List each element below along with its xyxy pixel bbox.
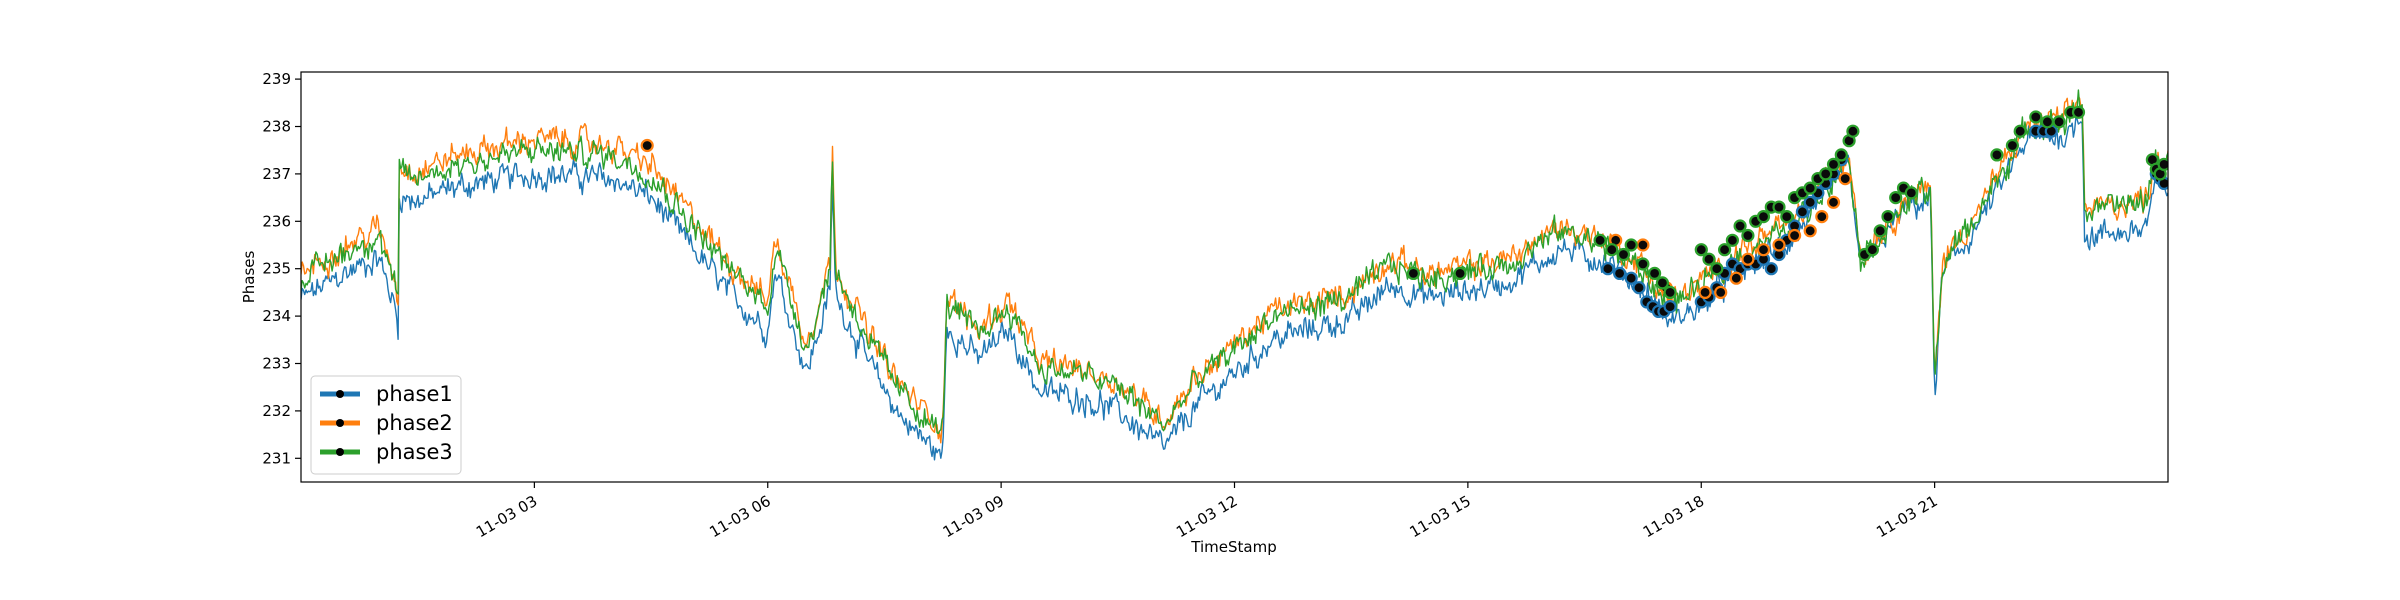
marker-point-phase3 xyxy=(1834,148,1848,162)
x-tick-label: 11-03 15 xyxy=(1406,492,1473,541)
marker-point-phase3 xyxy=(1593,233,1607,247)
marker-point-phase3 xyxy=(1636,257,1650,271)
series-line-phase2 xyxy=(301,95,2168,444)
marker-point-phase3 xyxy=(1772,200,1786,214)
marker-point-phase3 xyxy=(1406,266,1421,280)
y-tick-label: 238 xyxy=(262,118,291,136)
marker-point-phase2 xyxy=(1729,271,1743,285)
legend-label-phase1: phase1 xyxy=(376,382,453,406)
y-tick-label: 235 xyxy=(262,260,291,278)
x-tick-label: 11-03 21 xyxy=(1873,492,1940,541)
x-tick-label: 11-03 03 xyxy=(473,492,540,541)
x-tick-label: 11-03 06 xyxy=(706,492,773,541)
marker-point-phase3 xyxy=(1605,243,1619,257)
y-tick-label: 239 xyxy=(262,70,291,88)
marker-point-phase2 xyxy=(1756,243,1771,257)
legend-label-phase3: phase3 xyxy=(376,440,453,464)
marker-point-phase3 xyxy=(1881,210,1895,224)
y-tick-label: 236 xyxy=(262,212,291,230)
marker-point-phase2 xyxy=(1772,238,1786,252)
x-tick-label: 11-03 12 xyxy=(1173,492,1240,541)
marker-point-phase3 xyxy=(1616,247,1631,262)
marker-point-phase1 xyxy=(1803,195,1817,209)
legend-entry-phase1: phase1 xyxy=(320,382,453,406)
x-tick-label: 11-03 09 xyxy=(940,492,1007,541)
marker-point-phase2 xyxy=(1815,210,1829,224)
marker-point-phase3 xyxy=(1694,243,1708,257)
marker-point-phase1 xyxy=(1632,281,1646,295)
marker-point-phase3 xyxy=(1655,276,1670,290)
marker-point-phase3 xyxy=(1889,191,1903,205)
marker-point-phase2 xyxy=(1826,195,1841,209)
marker-point-phase3 xyxy=(1453,266,1467,280)
marker-point-phase3 xyxy=(1733,219,1747,233)
x-axis: 11-03 03 11-03 06 11-03 09 11-03 12 11-03 15… xyxy=(473,482,1941,541)
marker-point-phase3 xyxy=(1756,210,1771,224)
marker-point-phase3 xyxy=(1717,243,1732,257)
x-axis-label: TimeStamp xyxy=(1190,538,1276,556)
marker-point-phase3 xyxy=(2040,115,2055,129)
marker-point-phase3 xyxy=(1725,233,1740,247)
marker-point-phase3 xyxy=(2013,124,2027,138)
y-axis-label: Phases xyxy=(240,251,258,304)
marker-point-phase2 xyxy=(1838,172,1852,186)
marker-point-phase3 xyxy=(1846,124,1860,138)
marker-point-phase1 xyxy=(1601,262,1615,276)
marker-point-phase3 xyxy=(1990,148,2004,162)
legend-marker-phase3 xyxy=(336,448,344,456)
marker-point-phase1 xyxy=(1764,262,1778,276)
marker-point-phase3 xyxy=(2052,115,2066,129)
marker-point-phase3 xyxy=(1819,167,1833,181)
legend-marker-phase1 xyxy=(336,390,344,398)
marker-point-phase1 xyxy=(1795,205,1810,219)
y-tick-label: 237 xyxy=(262,165,291,183)
marker-point-phase2 xyxy=(1787,228,1802,243)
series-layer xyxy=(301,89,2168,461)
y-tick-label: 234 xyxy=(262,307,291,325)
series-line-phase3 xyxy=(301,89,2168,435)
y-tick-label: 233 xyxy=(262,355,291,373)
legend: phase1 phase2 phase3 xyxy=(310,375,462,475)
marker-point-phase2 xyxy=(1714,285,1728,299)
y-axis: 231 232 233 234 235 236 237 238 239 xyxy=(262,70,301,467)
marker-point-phase3 xyxy=(1780,210,1794,224)
marker-point-phase3 xyxy=(1904,186,1918,200)
marker-point-phase3 xyxy=(2029,110,2043,124)
marker-point-phase3 xyxy=(1663,285,1677,299)
series-line-phase1 xyxy=(301,116,2168,461)
marker-point-phase1 xyxy=(1624,271,1638,285)
marker-point-phase1 xyxy=(1612,266,1627,280)
marker-point-phase1 xyxy=(1663,300,1677,314)
marker-point-phase2 xyxy=(1803,224,1817,238)
marker-point-phase3 xyxy=(2157,157,2168,171)
marker-point-phase3 xyxy=(1702,252,1716,266)
marker-point-phase3 xyxy=(1741,228,1755,243)
marker-point-phase3 xyxy=(1873,224,1887,238)
legend-marker-phase2 xyxy=(336,419,344,427)
marker-point-phase2 xyxy=(1698,285,1712,299)
marker-point-phase3 xyxy=(1826,157,1841,171)
marker-point-phase3 xyxy=(2005,138,2020,153)
y-tick-label: 232 xyxy=(262,402,291,420)
marker-point-phase3 xyxy=(1710,262,1724,276)
legend-label-phase2: phase2 xyxy=(376,411,453,435)
legend-entry-phase3: phase3 xyxy=(320,440,453,464)
legend-entry-phase2: phase2 xyxy=(320,411,453,435)
marker-point-phase2 xyxy=(1741,252,1755,266)
marker-point-phase3 xyxy=(1803,181,1817,195)
marker-point-phase2 xyxy=(1636,238,1650,252)
plot-area-frame xyxy=(300,71,2169,483)
marker-point-phase2 xyxy=(640,138,654,153)
marker-point-phase3 xyxy=(2071,105,2086,119)
marker-point-phase3 xyxy=(1647,266,1662,280)
marker-point-phase3 xyxy=(1865,243,1880,257)
y-tick-label: 231 xyxy=(262,449,291,467)
marker-point-phase3 xyxy=(1624,238,1638,252)
x-tick-label: 11-03 18 xyxy=(1640,492,1707,541)
